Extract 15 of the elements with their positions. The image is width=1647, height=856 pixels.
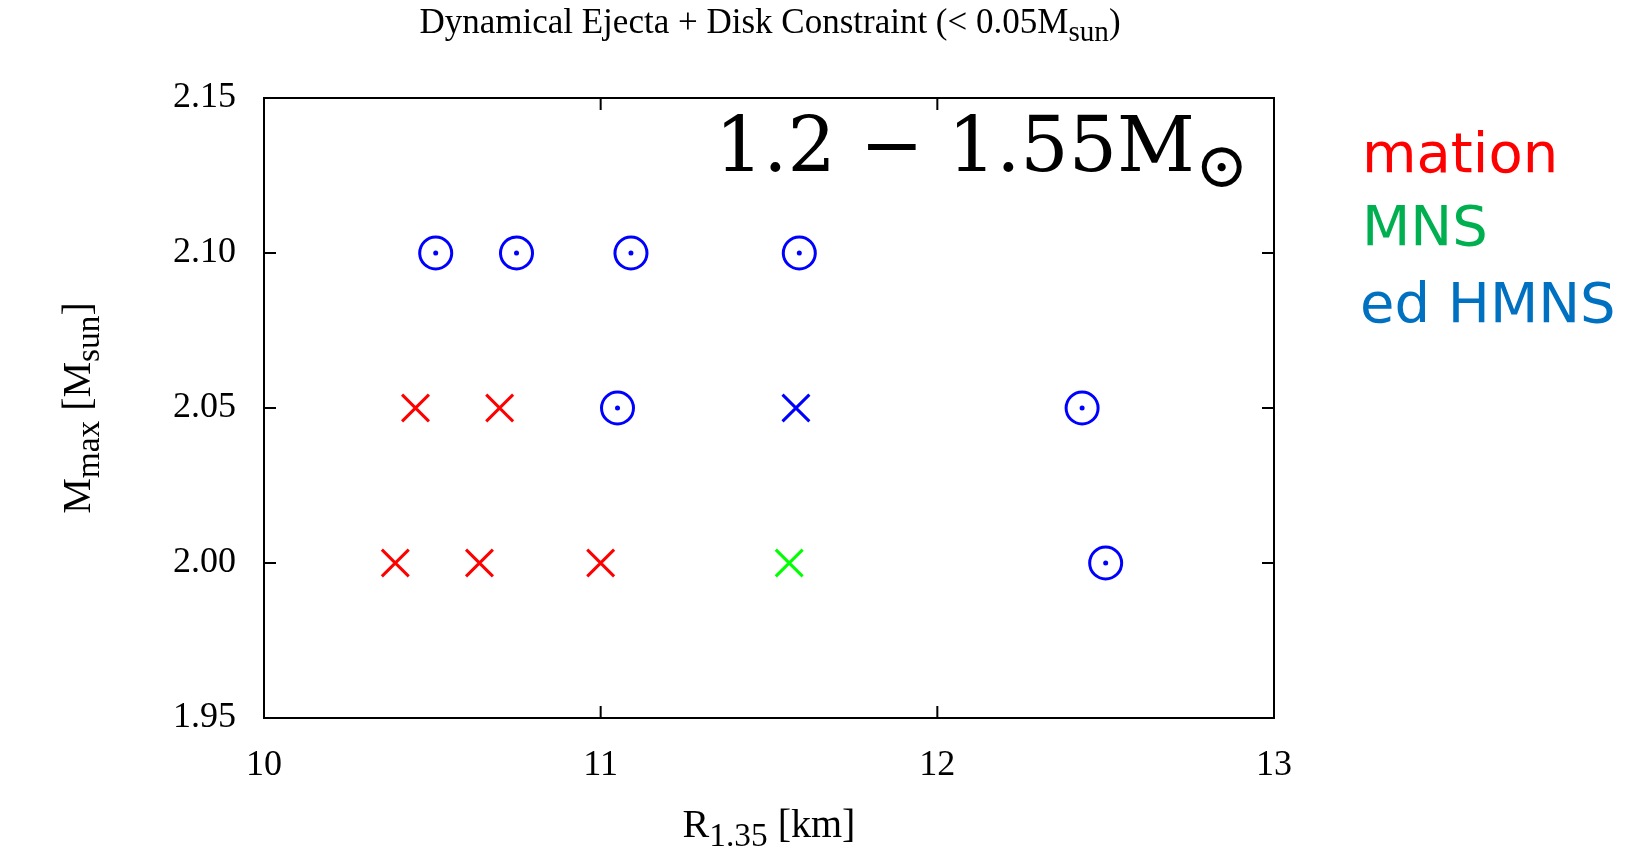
x-tick-label: 12 bbox=[919, 743, 956, 784]
x-tick-label: 10 bbox=[246, 743, 282, 784]
x-tick-label: 13 bbox=[1256, 743, 1292, 784]
y-tick-label: 2.05 bbox=[173, 385, 236, 426]
annotation: 1.2 − 1.55M$_{⊙}$ bbox=[715, 100, 1248, 203]
text: ed HMNS bbox=[1360, 270, 1616, 335]
y-tick-label: 2.00 bbox=[173, 540, 236, 581]
x-tick-label: 11 bbox=[583, 743, 618, 784]
y-tick-label: 1.95 bbox=[173, 695, 236, 736]
text: MNS bbox=[1362, 193, 1488, 258]
y-tick-label: 2.15 bbox=[173, 75, 236, 116]
x-axis-title: R$_{1.35}$ [km] bbox=[681, 800, 857, 854]
text: mation bbox=[1362, 120, 1559, 185]
y-tick-label: 2.10 bbox=[173, 230, 236, 271]
chart-title: Dynamical Ejecta + Disk Constraint (< 0.05M$_{sun}$) bbox=[418, 2, 1122, 48]
